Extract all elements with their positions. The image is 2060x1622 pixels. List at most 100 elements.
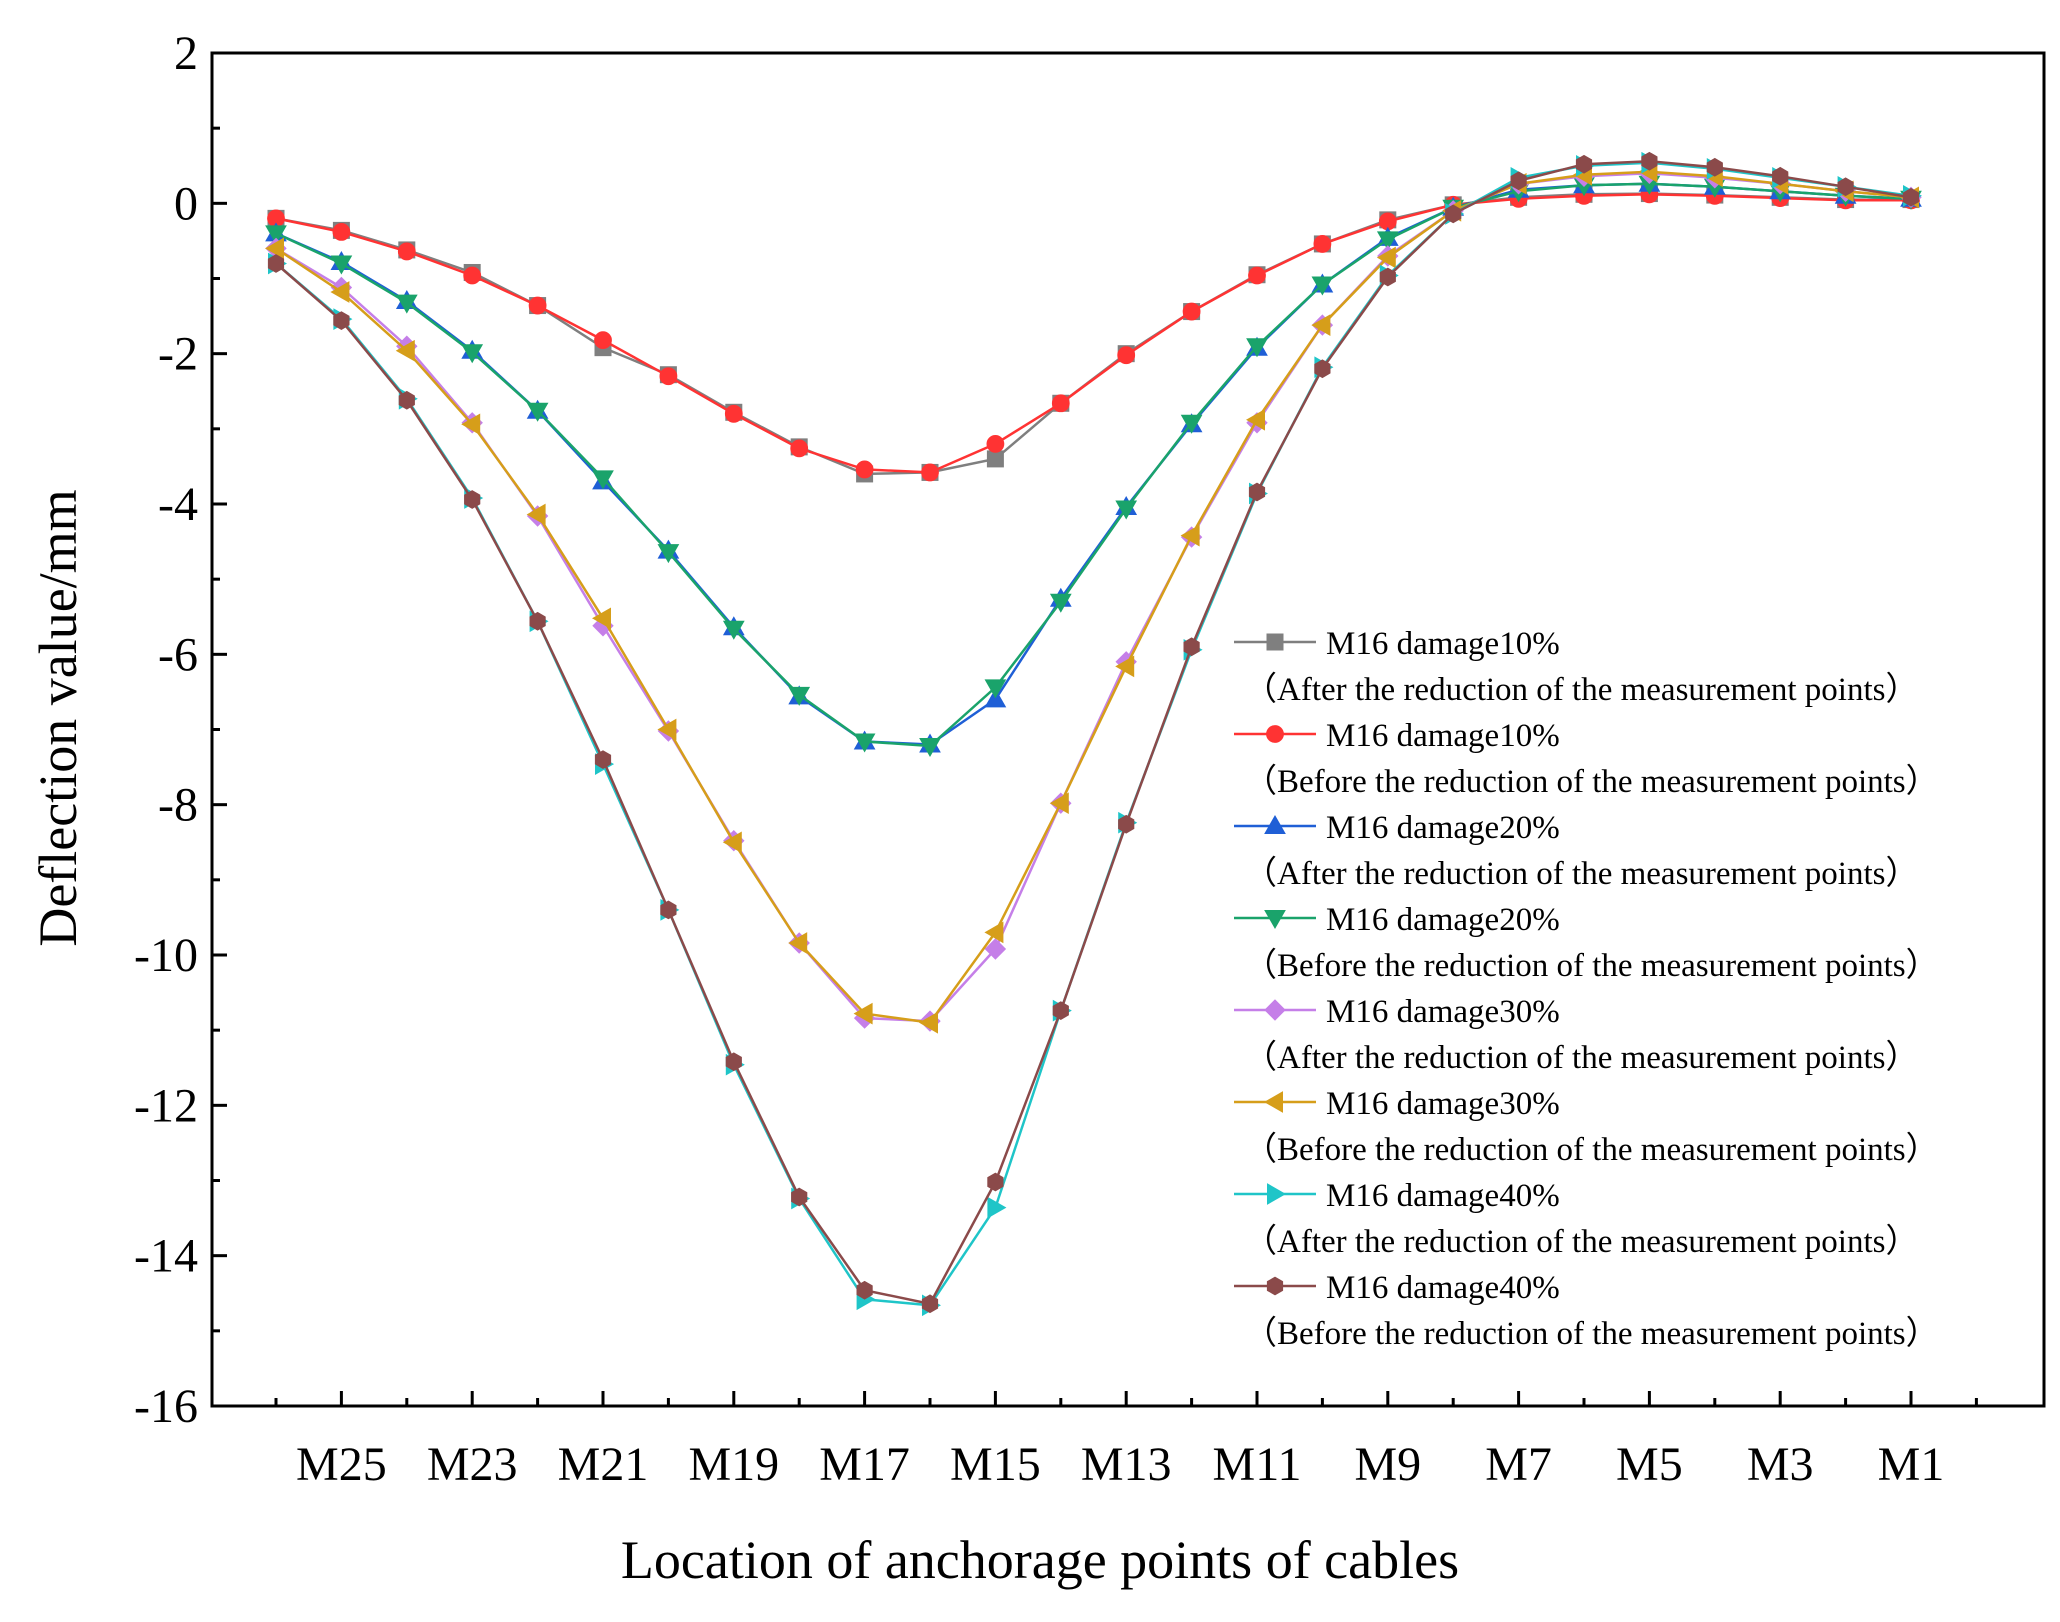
- x-tick-label: M13: [1081, 1438, 1172, 1491]
- data-point: [1445, 204, 1462, 224]
- data-point: [463, 266, 482, 285]
- data-point: [856, 1280, 873, 1300]
- x-tick-label: M9: [1354, 1438, 1421, 1491]
- legend: M16 damage10% （After the reduction of the…: [1234, 626, 1939, 1352]
- legend-note: （After the reduction of the measurement …: [1244, 1040, 1918, 1076]
- data-point: [855, 460, 874, 479]
- data-point: [984, 938, 1007, 960]
- data-point: [657, 718, 677, 741]
- data-point: [722, 831, 742, 854]
- legend-entry-4: M16 damage20% （Before the reduction of th…: [1234, 902, 1939, 984]
- data-point: [528, 296, 547, 315]
- legend-entry-2: M16 damage10% （Before the reduction of th…: [1234, 718, 1939, 800]
- data-point: [1641, 151, 1658, 171]
- data-point: [332, 222, 351, 241]
- data-point: [1313, 235, 1332, 253]
- y-tick-label: -2: [158, 328, 198, 381]
- y-tick-label: -6: [158, 628, 198, 681]
- legend-entry-1: M16 damage10% （After the reduction of the…: [1234, 626, 1918, 708]
- x-tick-label: M23: [427, 1438, 518, 1491]
- x-tick-label: M3: [1747, 1438, 1814, 1491]
- data-point: [1376, 231, 1399, 251]
- legend-label: M16 damage30%: [1326, 1086, 1560, 1122]
- data-point: [853, 1002, 873, 1025]
- data-point: [1115, 500, 1138, 520]
- data-point: [986, 434, 1005, 453]
- series-line: [275, 159, 1912, 1306]
- series-2: [267, 185, 1920, 482]
- legend-entry-8: M16 damage40% （Before the reduction of th…: [1234, 1270, 1939, 1352]
- legend-note: （After the reduction of the measurement …: [1244, 856, 1918, 892]
- data-point: [987, 1196, 1007, 1219]
- legend-marker: [1267, 1183, 1287, 1205]
- data-point: [529, 611, 546, 631]
- data-point: [526, 402, 549, 422]
- data-point: [1314, 359, 1331, 379]
- data-point: [1118, 814, 1135, 834]
- legend-entry-3: M16 damage20% （After the reduction of the…: [1234, 810, 1918, 892]
- series-1: [267, 185, 1920, 483]
- legend-label: M16 damage40%: [1326, 1270, 1560, 1306]
- data-point: [1902, 187, 1920, 207]
- y-tick-label: 0: [174, 177, 198, 230]
- series-line: [275, 172, 1912, 1023]
- data-point: [791, 1187, 808, 1207]
- legend-label: M16 damage20%: [1326, 810, 1560, 846]
- data-point: [1837, 177, 1854, 197]
- data-point: [397, 242, 416, 261]
- y-axis-label: Deflection value/mm: [28, 489, 88, 946]
- data-point: [1049, 593, 1072, 613]
- axes: 2 0 -2 -4 -6 -8 -10 -12 -14 -16 M25 M23 M21 M19 M17 M15…: [134, 27, 1978, 1491]
- series-line: [275, 182, 1912, 748]
- data-point: [265, 225, 287, 245]
- data-point: [1248, 482, 1266, 502]
- series-6: [264, 160, 1919, 1034]
- data-point: [1183, 637, 1200, 657]
- data-point: [919, 738, 941, 758]
- data-point: [1117, 346, 1136, 365]
- y-tick-label: -12: [134, 1079, 198, 1132]
- data-point: [790, 439, 809, 458]
- data-point: [1182, 302, 1201, 321]
- x-tick-label: M15: [950, 1438, 1041, 1491]
- data-point: [1575, 154, 1593, 174]
- data-point: [1248, 266, 1266, 285]
- series-line: [275, 170, 1912, 1024]
- data-point: [918, 1011, 938, 1034]
- x-tick-label: M7: [1485, 1438, 1552, 1491]
- data-point: [987, 1172, 1004, 1192]
- legend-note: （Before the reduction of the measurement…: [1244, 1132, 1939, 1168]
- legend-label: M16 damage20%: [1326, 902, 1560, 938]
- x-axis-label: Location of anchorage points of cables: [621, 1530, 1459, 1590]
- data-point: [1311, 314, 1331, 336]
- x-tick-label: M5: [1616, 1438, 1683, 1491]
- x-tick-label: M1: [1878, 1438, 1945, 1491]
- series-3: [265, 172, 1922, 753]
- data-point: [1115, 655, 1135, 678]
- data-point: [986, 450, 1004, 468]
- data-point: [464, 490, 481, 509]
- y-tick-label: -4: [158, 478, 198, 531]
- legend-marker: [1263, 1091, 1283, 1113]
- legend-entry-6: M16 damage30% （Before the reduction of th…: [1234, 1086, 1939, 1168]
- series-line: [275, 182, 1912, 746]
- x-tick-label: M17: [819, 1438, 910, 1491]
- data-point: [1379, 267, 1396, 287]
- data-point: [264, 237, 284, 260]
- legend-marker: [1264, 910, 1286, 930]
- legend-marker: [1264, 999, 1286, 1021]
- data-point: [1706, 157, 1723, 177]
- data-point: [592, 470, 614, 490]
- data-point: [722, 620, 745, 640]
- data-point: [724, 404, 743, 423]
- data-point: [591, 607, 611, 630]
- y-tick-label: -10: [134, 929, 198, 982]
- data-point: [398, 390, 415, 410]
- y-tick-label: -16: [134, 1380, 198, 1433]
- data-point: [657, 544, 680, 564]
- data-point: [333, 311, 350, 330]
- data-point: [1376, 246, 1396, 269]
- legend-note: （Before the reduction of the measurement…: [1244, 1316, 1939, 1352]
- data-point: [853, 733, 876, 753]
- data-point: [1180, 524, 1200, 547]
